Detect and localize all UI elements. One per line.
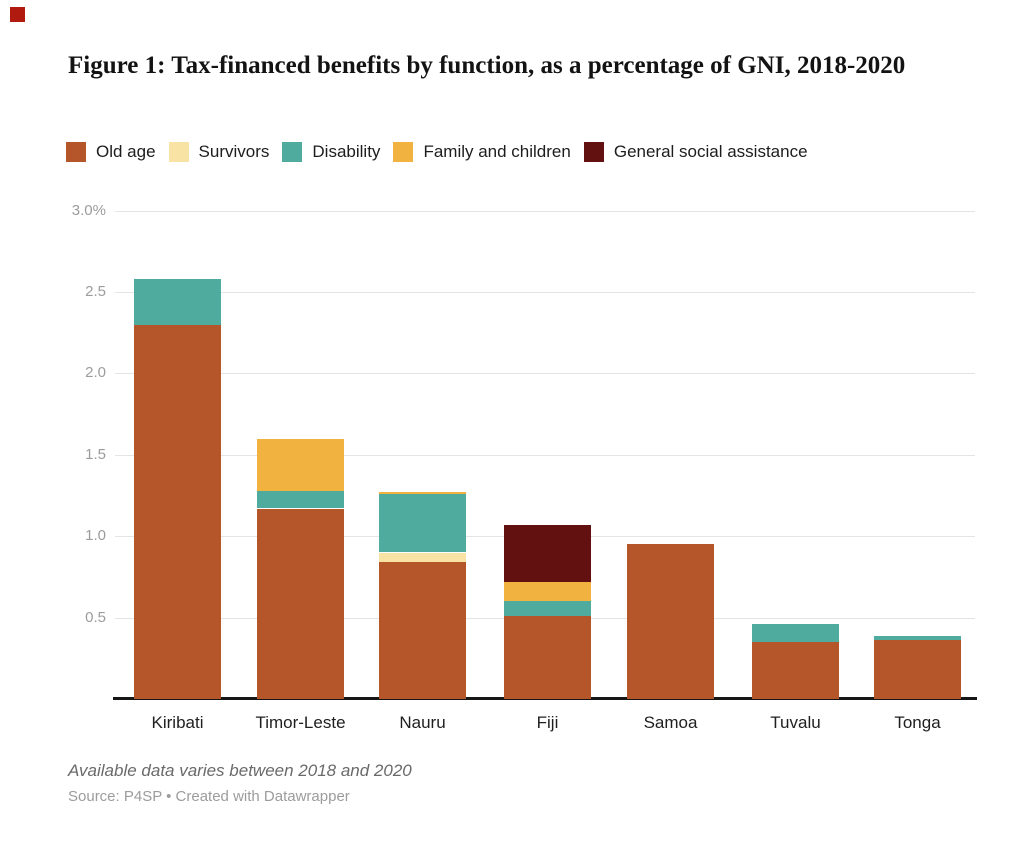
x-axis-label-kiribati: Kiribati: [151, 713, 204, 732]
legend-swatch: [282, 142, 303, 162]
bar-segment-nauru-disability[interactable]: [379, 493, 466, 553]
bar-segment-tuvalu-old-age[interactable]: [752, 642, 839, 699]
footnote: Available data varies between 2018 and 2…: [68, 761, 412, 780]
bar-segment-tonga-disability[interactable]: [874, 635, 961, 641]
bar-segment-nauru-survivors[interactable]: [379, 552, 466, 563]
legend-label: Family and children: [423, 142, 571, 161]
x-axis-label-fiji: Fiji: [536, 713, 559, 732]
legend-swatch: [583, 142, 604, 162]
legend-item-family-and-children: Family and children: [393, 142, 571, 162]
y-axis-tick-label: 0.5: [85, 608, 106, 626]
bar-segment-samoa-old-age[interactable]: [627, 544, 714, 699]
bar-segment-kiribati-disability[interactable]: [134, 279, 221, 325]
y-axis-tick-label: 1.0: [85, 527, 106, 545]
legend-swatch: [66, 142, 86, 162]
bar-segment-tonga-old-age[interactable]: [874, 640, 961, 699]
legend-label: General social assistance: [613, 142, 808, 161]
y-axis-tick-label: 1.5: [85, 445, 106, 463]
source-line: Source: P4SP • Created with Datawrapper: [68, 788, 350, 805]
red-square-marker: [10, 7, 25, 22]
legend-item-general-social-assistance: General social assistance: [583, 142, 808, 162]
legend-label: Old age: [96, 142, 156, 161]
legend-item-old-age: Old age: [66, 142, 156, 162]
bar-segment-fiji-general-social-assistance[interactable]: [504, 524, 591, 582]
legend: Old age Survivors Disability Family and chi…: [66, 142, 808, 162]
gridline: [115, 454, 975, 456]
x-axis-label-nauru: Nauru: [399, 713, 446, 732]
bar-segment-nauru-old-age[interactable]: [379, 562, 466, 699]
bar-segment-fiji-disability[interactable]: [504, 601, 591, 616]
legend-label: Disability: [312, 142, 381, 161]
chart-title: Figure 1: Tax-financed benefits by funct…: [68, 52, 906, 79]
bar-segment-timor-leste-disability[interactable]: [257, 490, 344, 509]
legend-item-disability: Disability: [282, 142, 380, 162]
bar-segment-kiribati-old-age[interactable]: [134, 324, 221, 699]
y-axis-tick-label: 2.0: [85, 364, 106, 382]
bar-segment-fiji-family-and-children[interactable]: [504, 581, 591, 602]
gridline: [115, 210, 975, 212]
x-axis-label-tonga: Tonga: [894, 713, 941, 732]
y-axis-tick-label: 2.5: [85, 283, 106, 300]
x-axis-label-tuvalu: Tuvalu: [770, 713, 821, 732]
bar-segment-nauru-family-and-children[interactable]: [379, 492, 466, 494]
x-axis-label-timor-leste: Timor-Leste: [255, 713, 346, 732]
legend-item-survivors: Survivors: [168, 142, 270, 162]
gridline: [115, 292, 975, 293]
x-axis-label-samoa: Samoa: [643, 713, 698, 732]
bar-segment-fiji-old-age[interactable]: [504, 616, 591, 699]
bar-segment-timor-leste-old-age[interactable]: [257, 508, 344, 699]
gridline: [115, 373, 975, 375]
legend-swatch: [393, 142, 414, 162]
bar-segment-timor-leste-family-and-children[interactable]: [257, 438, 344, 491]
y-axis-tick-label: 3.0%: [71, 201, 106, 219]
legend-swatch: [168, 142, 189, 162]
legend-label: Survivors: [198, 142, 270, 161]
bar-segment-tuvalu-disability[interactable]: [752, 624, 839, 642]
